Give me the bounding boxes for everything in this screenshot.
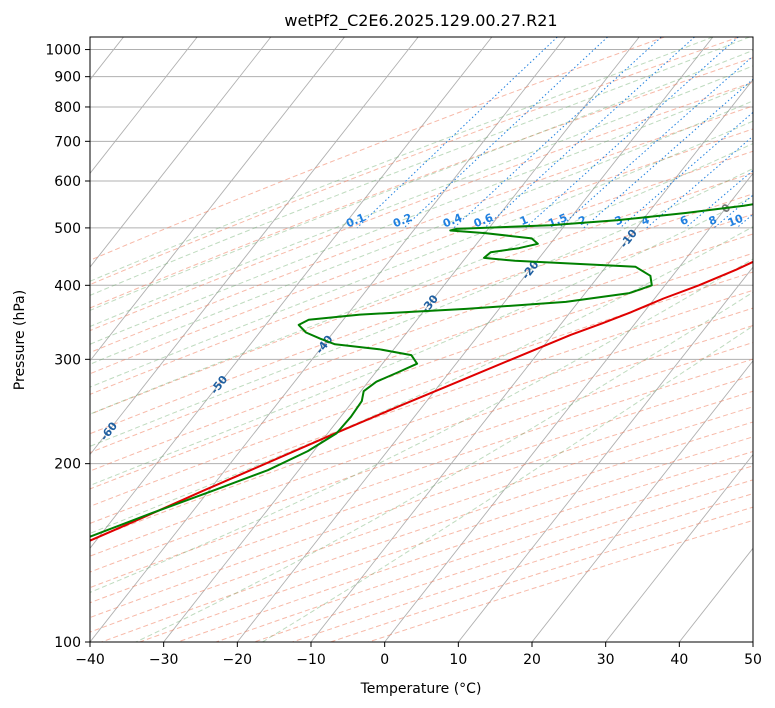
- isotherm-line: [90, 37, 272, 268]
- dry-adiabat-line: [90, 271, 753, 507]
- x-tick-label: 30: [597, 652, 615, 668]
- moist-adiabat-line: [90, 195, 753, 487]
- plot-frame: [89, 36, 754, 643]
- moist-adiabat-line: [90, 37, 714, 282]
- mixing-ratio-label: 1: [518, 213, 530, 228]
- plot-area: 0.10.20.40.611.52346810131620253036-100-…: [90, 37, 753, 642]
- isotherm-line: [531, 360, 753, 642]
- dry-adiabats: [90, 37, 753, 642]
- y-tick-label: 600: [54, 174, 81, 190]
- dry-adiabat-line: [90, 341, 753, 573]
- dry-adiabat-line: [90, 289, 753, 524]
- dry-adiabat-line: [90, 213, 753, 454]
- dry-adiabat-line: [90, 307, 753, 541]
- isotherm-line: [457, 266, 753, 642]
- dry-adiabat-line: [90, 252, 753, 490]
- x-tick-label: 0: [380, 652, 389, 668]
- mixing-ratio-lines: [356, 37, 753, 229]
- dry-adiabat-line: [90, 150, 753, 395]
- dry-adiabat-line: [90, 172, 753, 415]
- isotherm-line: [90, 37, 419, 456]
- dry-adiabat-line: [90, 193, 753, 435]
- x-tick-label: −20: [223, 652, 253, 668]
- x-tick-label: −30: [149, 652, 179, 668]
- isotherm-line: [163, 37, 640, 642]
- isotherm-line: [90, 37, 493, 550]
- mixing-ratio-line: [403, 37, 608, 229]
- mixing-ratio-label: 2: [577, 213, 589, 228]
- y-tick-label: 800: [54, 100, 81, 116]
- dry-adiabat-line: [90, 128, 753, 375]
- moist-adiabat-line: [90, 143, 753, 415]
- y-tick-label: 700: [54, 134, 81, 150]
- y-tick-label: 100: [54, 635, 81, 651]
- y-tick-label: 500: [54, 221, 81, 237]
- moist-adiabat-line: [90, 100, 753, 365]
- y-axis-ticks: 100 200 300 400 500 600 700 800 900 1000: [45, 43, 90, 651]
- moist-adiabat-line: [90, 37, 750, 296]
- dewpoint-profile-line: [90, 203, 753, 538]
- x-tick-label: 20: [523, 652, 541, 668]
- mixing-ratio-line: [484, 37, 695, 229]
- mixing-ratio-line: [524, 37, 739, 229]
- x-tick-label: 40: [670, 652, 688, 668]
- moist-adiabat-line: [90, 65, 753, 328]
- x-axis-label: Temperature (°C): [360, 681, 482, 697]
- dry-adiabat-line: [90, 57, 753, 309]
- x-axis-ticks: −40 −30 −20 −10 0 10 20 30 40 50: [75, 642, 762, 668]
- mixing-ratio-label: 10: [726, 212, 745, 230]
- isotherm-line: [384, 172, 753, 642]
- dry-adiabat-line: [90, 105, 753, 354]
- moist-adiabat-line: [90, 168, 753, 447]
- isotherm-line: [90, 37, 566, 642]
- isotherm-grid: [90, 37, 753, 642]
- x-tick-label: 10: [449, 652, 467, 668]
- x-tick-label: 50: [744, 652, 762, 668]
- mixing-ratio-line: [583, 78, 753, 229]
- moist-adiabat-line: [135, 291, 753, 642]
- isotherm-line: [236, 37, 714, 642]
- dry-adiabat-line: [90, 37, 740, 286]
- moist-adiabat-line: [90, 49, 753, 311]
- dry-adiabat-line: [90, 37, 665, 261]
- dry-adiabat-line: [90, 325, 753, 557]
- mixing-ratio-label: 8: [707, 213, 719, 228]
- dry-adiabat-line: [90, 233, 753, 472]
- moist-adiabats: [90, 37, 753, 642]
- isotherm-line: [90, 37, 345, 362]
- x-tick-label: −40: [75, 652, 105, 668]
- y-tick-label: 1000: [45, 43, 81, 59]
- y-axis-label: Pressure (hPa): [12, 290, 28, 390]
- isotherm-line: [90, 37, 198, 175]
- y-tick-label: 200: [54, 457, 81, 473]
- y-tick-label: 300: [54, 352, 81, 368]
- x-tick-label: −10: [296, 652, 326, 668]
- profiles: [90, 203, 753, 542]
- chart-title: wetPf2_C2E6.2025.129.00.27.R21: [284, 11, 557, 31]
- y-tick-label: 400: [54, 278, 81, 294]
- y-tick-label: 900: [54, 70, 81, 86]
- temperature-profile-line: [90, 260, 753, 542]
